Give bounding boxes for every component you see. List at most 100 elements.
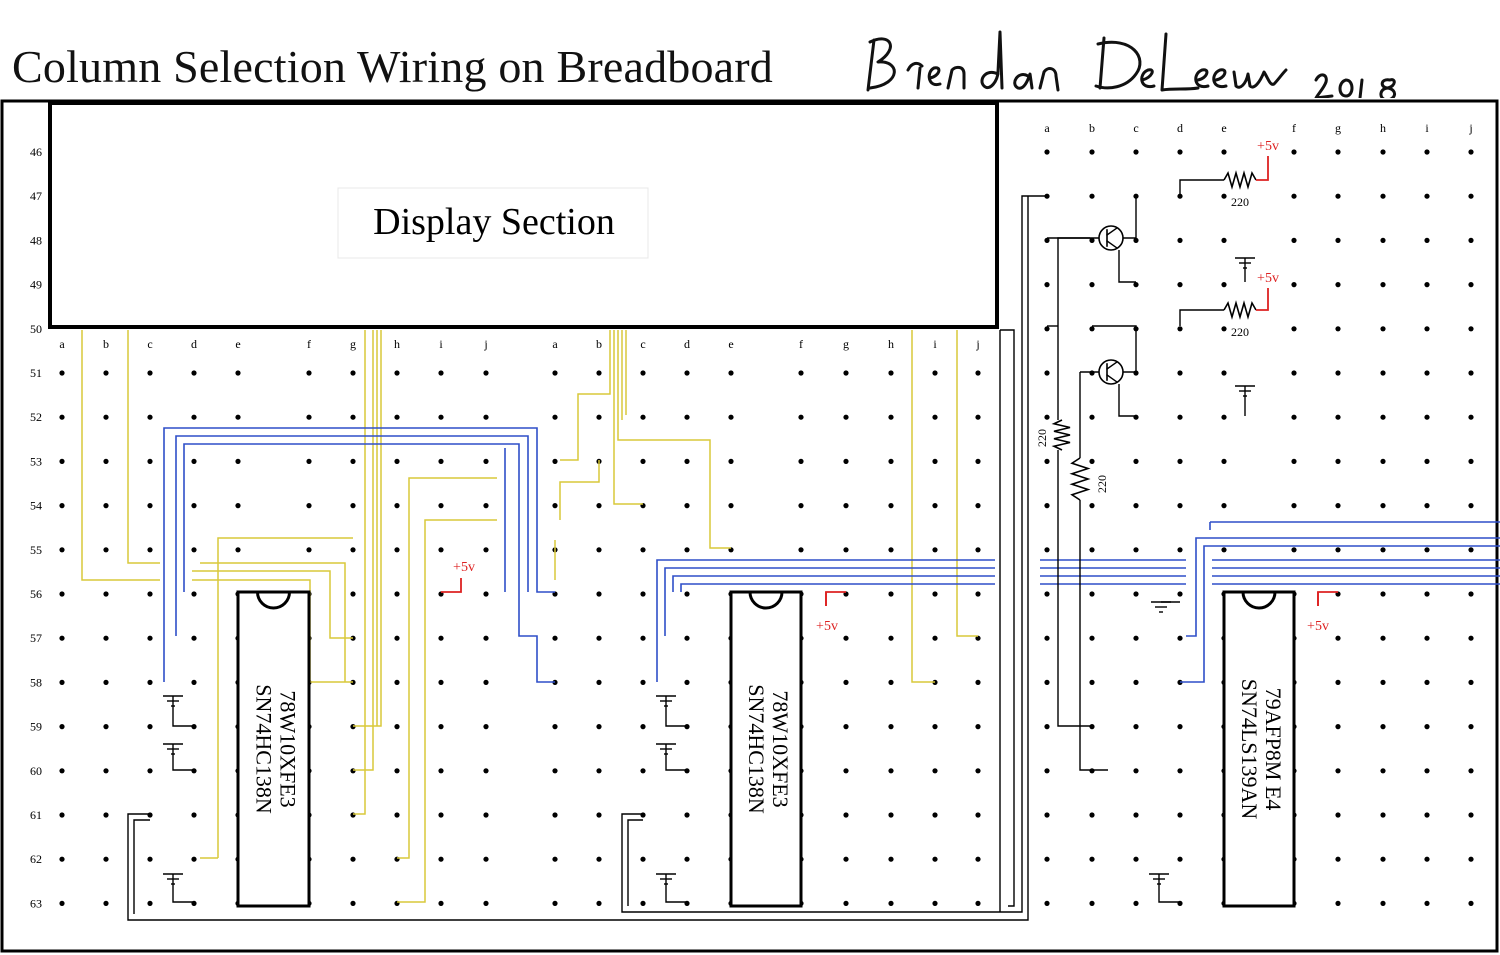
blue-wire <box>1180 545 1500 683</box>
blue-wire <box>680 583 995 592</box>
hole <box>191 414 197 420</box>
hole <box>350 856 356 862</box>
hole <box>640 679 646 686</box>
hole <box>975 370 981 376</box>
hole <box>350 812 356 818</box>
hole <box>640 900 646 907</box>
resistor-value: 220 <box>1231 195 1249 209</box>
column-label: f <box>307 337 311 351</box>
hole <box>306 503 312 509</box>
column-label: e <box>235 337 240 351</box>
hole <box>1133 503 1139 509</box>
resistor-value: 220 <box>1035 429 1049 447</box>
ground-symbol <box>1151 601 1180 613</box>
blue-wire <box>163 427 555 682</box>
hole <box>59 591 65 597</box>
hole <box>552 370 558 376</box>
hole <box>350 503 356 509</box>
ground-symbol <box>1149 873 1180 903</box>
ic-body <box>236 590 311 908</box>
hole <box>438 856 444 862</box>
hole <box>191 679 197 686</box>
hole <box>684 591 690 597</box>
hole <box>59 414 65 420</box>
hole <box>1177 768 1183 774</box>
hole <box>888 724 894 730</box>
hole <box>1468 679 1474 686</box>
hole <box>1335 458 1341 464</box>
ground-wire <box>172 696 194 727</box>
hole <box>483 812 489 818</box>
hole <box>103 547 109 553</box>
hole <box>103 679 109 686</box>
hole <box>306 414 312 420</box>
hole <box>888 768 894 774</box>
hole <box>728 458 734 464</box>
hole <box>1380 193 1386 199</box>
black-wire <box>1179 179 1224 196</box>
hole <box>1177 326 1183 332</box>
hole <box>1177 635 1183 641</box>
yellow-wire <box>911 330 935 683</box>
hole <box>103 724 109 730</box>
black-wire <box>1079 500 1108 771</box>
hole <box>932 458 938 464</box>
hole <box>596 768 602 774</box>
hole <box>1468 458 1474 464</box>
hole <box>1089 326 1095 332</box>
hole <box>684 458 690 464</box>
hole <box>975 856 981 862</box>
hole <box>1133 547 1139 553</box>
hole <box>1380 635 1386 641</box>
hole <box>1089 370 1095 376</box>
hole <box>1089 812 1095 818</box>
power-wire <box>1317 591 1338 606</box>
hole <box>932 370 938 376</box>
hole <box>1468 370 1474 376</box>
hole <box>191 812 197 818</box>
page-title: Column Selection Wiring on Breadboard <box>12 41 774 92</box>
ground-wire <box>172 874 194 903</box>
hole <box>728 370 734 376</box>
hole <box>888 900 894 907</box>
hole <box>1335 547 1341 553</box>
ground-symbol <box>163 743 194 771</box>
hole <box>1177 812 1183 818</box>
row-label: 60 <box>30 764 42 778</box>
hole <box>1424 900 1430 907</box>
column-label: d <box>684 337 690 351</box>
hole <box>1468 856 1474 862</box>
hole <box>483 591 489 597</box>
column-label: g <box>350 337 356 351</box>
hole <box>191 503 197 509</box>
hole <box>438 503 444 509</box>
hole <box>932 414 938 420</box>
hole <box>552 812 558 818</box>
hole <box>975 547 981 553</box>
hole <box>596 547 602 553</box>
hole <box>843 370 849 376</box>
ic-marking-line1: 79AFP8M E4 <box>1261 688 1286 811</box>
hole <box>1291 370 1297 376</box>
ground-symbol <box>1235 385 1255 416</box>
hole <box>1044 812 1050 818</box>
hole <box>552 768 558 774</box>
yellow-wire <box>127 330 160 564</box>
hole <box>1468 724 1474 730</box>
hole <box>684 679 690 686</box>
black-wire <box>1000 329 1015 907</box>
hole <box>1089 768 1095 774</box>
hole <box>640 414 646 420</box>
hole <box>1335 149 1341 155</box>
hole <box>1089 856 1095 862</box>
black-wire <box>1179 309 1224 326</box>
hole <box>1133 856 1139 862</box>
hole <box>684 768 690 774</box>
hole <box>798 370 804 376</box>
hole <box>1177 237 1183 243</box>
hole <box>1089 591 1095 597</box>
hole <box>975 458 981 464</box>
hole <box>59 503 65 509</box>
hole <box>59 370 65 376</box>
hole <box>1133 149 1139 155</box>
